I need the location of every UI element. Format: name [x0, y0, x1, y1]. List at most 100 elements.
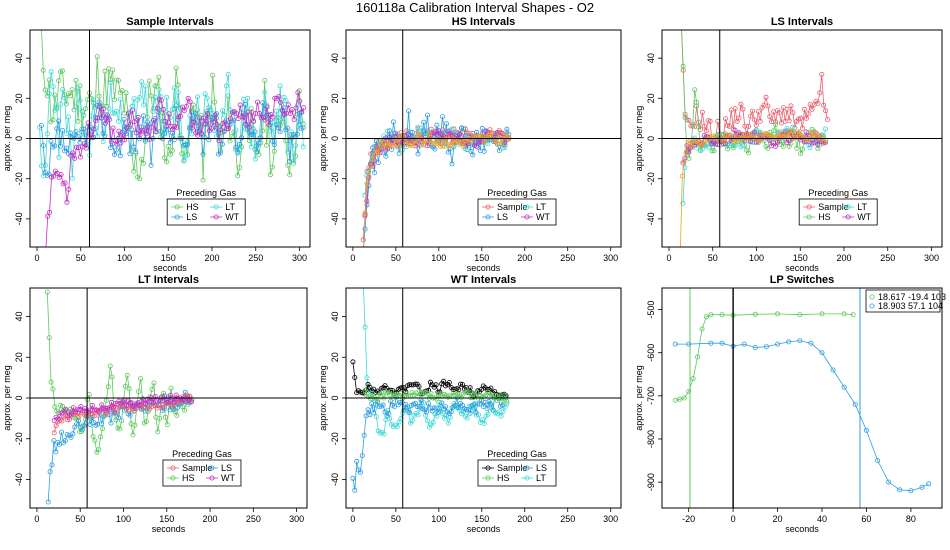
y-tick-label: 40 — [14, 53, 24, 63]
data-point — [114, 108, 120, 114]
data-point — [57, 441, 63, 447]
data-point — [476, 401, 482, 407]
x-axis-label: seconds — [467, 524, 501, 534]
data-point — [726, 123, 732, 129]
panel-title: LP Switches — [770, 274, 835, 286]
data-point — [137, 402, 143, 408]
data-point — [214, 122, 220, 128]
data-point — [456, 405, 462, 411]
x-tick-label: 300 — [603, 253, 618, 263]
data-point — [416, 384, 422, 390]
data-point — [800, 146, 806, 152]
data-point — [213, 111, 219, 117]
data-point — [765, 145, 771, 151]
plot-area — [662, 30, 942, 247]
data-point — [387, 128, 393, 134]
data-point — [132, 422, 138, 428]
legend-key-point — [524, 204, 530, 210]
data-point — [119, 418, 125, 424]
data-point — [46, 171, 52, 177]
legend-box — [477, 459, 557, 487]
data-point — [296, 121, 302, 127]
data-point — [66, 114, 72, 120]
data-point — [445, 420, 451, 426]
data-point — [98, 434, 104, 440]
data-point — [357, 469, 363, 475]
data-point — [47, 209, 53, 215]
x-tick-label: 200 — [517, 253, 532, 263]
legend-entry: Sample — [182, 463, 213, 473]
data-point — [129, 127, 135, 133]
data-point — [92, 437, 98, 443]
data-point — [449, 126, 455, 132]
data-point — [47, 469, 53, 475]
figure-title: 160118a Calibration Interval Shapes - O2 — [356, 0, 594, 15]
data-point — [112, 152, 118, 158]
data-point — [454, 391, 460, 397]
data-point — [198, 131, 204, 137]
data-point — [158, 94, 164, 100]
data-point — [190, 102, 196, 108]
data-point — [80, 427, 86, 433]
data-point — [56, 78, 62, 84]
data-point — [433, 405, 439, 411]
plot-frame — [661, 29, 943, 248]
data-point — [452, 402, 458, 408]
legend-box — [162, 459, 242, 487]
data-point — [438, 143, 444, 149]
data-point — [127, 412, 133, 418]
legend-key-point — [213, 204, 219, 210]
y-tick-label: -40 — [330, 212, 340, 225]
y-tick-label: 20 — [646, 93, 656, 103]
y-tick-label: -20 — [330, 172, 340, 185]
data-point — [247, 124, 253, 130]
data-point — [479, 125, 485, 131]
data-point — [793, 135, 799, 141]
legend-key-point — [174, 204, 180, 210]
data-point — [45, 499, 51, 505]
series-line — [363, 110, 510, 247]
data-point — [362, 324, 368, 330]
data-point — [441, 378, 447, 384]
data-point — [264, 104, 270, 110]
data-point — [504, 398, 510, 404]
data-point — [51, 430, 57, 436]
data-point — [815, 141, 821, 147]
data-point — [362, 387, 368, 393]
data-point — [38, 123, 44, 129]
panel-title: WT Intervals — [451, 274, 516, 286]
data-point — [152, 94, 158, 100]
data-point — [694, 99, 700, 105]
data-point — [467, 385, 473, 391]
data-point — [210, 119, 216, 125]
data-point — [774, 129, 780, 135]
data-point — [157, 415, 163, 421]
data-point — [60, 403, 66, 409]
data-point — [106, 117, 112, 123]
data-point — [175, 90, 181, 96]
data-point — [496, 131, 502, 137]
legend-title: Preceding Gas — [808, 188, 868, 198]
legend-key-point — [485, 475, 491, 481]
y-tick-label: 40 — [330, 53, 340, 63]
data-point — [40, 142, 46, 148]
data-point — [83, 145, 89, 151]
data-point — [219, 108, 225, 114]
data-point — [470, 152, 476, 158]
data-point — [732, 127, 738, 133]
data-point — [464, 415, 470, 421]
y-tick-label: -40 — [646, 212, 656, 225]
data-point — [188, 109, 194, 115]
data-point — [446, 379, 452, 385]
data-point — [456, 387, 462, 393]
data-point — [126, 110, 132, 116]
data-point — [789, 128, 795, 134]
data-point — [276, 94, 282, 100]
y-tick-label: 0 — [330, 136, 340, 141]
data-point — [210, 116, 216, 122]
x-tick-label: 250 — [560, 253, 575, 263]
data-point — [383, 389, 389, 395]
data-point — [679, 173, 685, 179]
data-point — [271, 148, 277, 154]
data-point — [763, 94, 769, 100]
